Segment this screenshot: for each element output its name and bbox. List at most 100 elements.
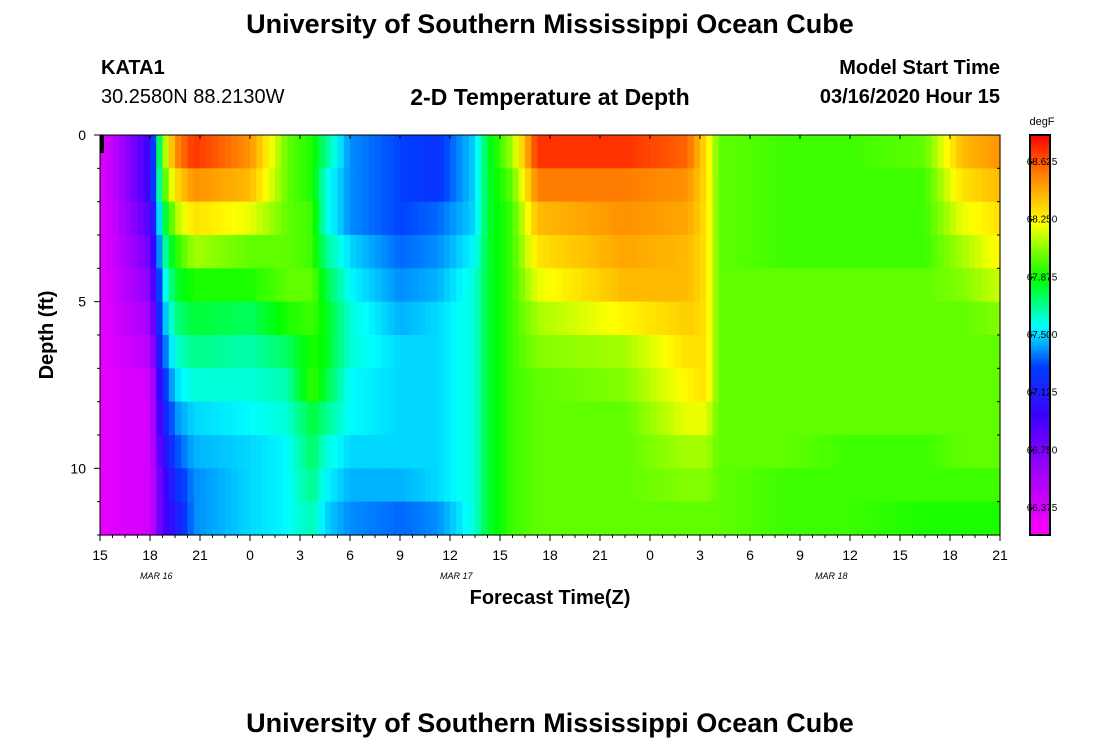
heatmap-cell xyxy=(562,168,570,203)
colorbar-segment xyxy=(1030,477,1050,480)
heatmap-cell xyxy=(993,435,1001,469)
heatmap-cell xyxy=(918,468,926,503)
colorbar-segment xyxy=(1030,303,1050,306)
x-tick-label: 9 xyxy=(796,547,804,563)
heatmap-cell xyxy=(193,201,201,236)
heatmap-cell xyxy=(775,468,782,503)
heatmap-cell xyxy=(993,401,1001,436)
heatmap-cell xyxy=(725,435,732,469)
colorbar-segment xyxy=(1030,413,1050,416)
heatmap-cell xyxy=(412,168,420,203)
heatmap-cell xyxy=(981,135,989,169)
heatmap-cell xyxy=(343,235,351,269)
heatmap-cell xyxy=(812,501,820,536)
heatmap-cell xyxy=(231,468,239,503)
heatmap-cell xyxy=(675,335,682,369)
heatmap-cell xyxy=(843,135,851,169)
heatmap-cell xyxy=(987,468,995,503)
heatmap-cell xyxy=(618,501,626,536)
heatmap-cell xyxy=(168,235,176,269)
heatmap-cell xyxy=(437,235,445,269)
heatmap-cell xyxy=(325,468,332,503)
heatmap-cell xyxy=(881,201,889,236)
heatmap-cell xyxy=(931,201,939,236)
heatmap-cell xyxy=(356,335,364,369)
heatmap-cell xyxy=(618,235,626,269)
heatmap-cell xyxy=(143,335,151,369)
heatmap-cell xyxy=(700,468,707,503)
heatmap-cell xyxy=(856,135,864,169)
heatmap-cell xyxy=(693,335,701,369)
heatmap-cell xyxy=(831,168,839,203)
heatmap-cell xyxy=(818,468,826,503)
heatmap-cell xyxy=(506,268,514,303)
heatmap-cell xyxy=(137,335,145,369)
colorbar-segment xyxy=(1030,525,1050,528)
heatmap-cell xyxy=(681,201,689,236)
colorbar-segment xyxy=(1030,163,1050,166)
heatmap-cell xyxy=(325,501,332,536)
heatmap-cell xyxy=(112,301,120,336)
heatmap-cell xyxy=(737,401,745,436)
heatmap-cell xyxy=(362,401,370,436)
heatmap-cell xyxy=(993,201,1001,236)
heatmap-cell xyxy=(606,468,614,503)
heatmap-cell xyxy=(437,501,445,536)
heatmap-cell xyxy=(143,468,151,503)
heatmap-cell xyxy=(250,135,257,169)
heatmap-cell xyxy=(956,501,964,536)
heatmap-cell xyxy=(537,468,545,503)
heatmap-cell xyxy=(456,301,464,336)
heatmap-cell xyxy=(768,501,776,536)
heatmap-cell xyxy=(131,301,139,336)
heatmap-cell xyxy=(518,135,526,169)
heatmap-cell xyxy=(368,401,376,436)
heatmap-cell xyxy=(756,335,764,369)
heatmap-cell xyxy=(625,268,632,303)
colorbar-segment xyxy=(1030,313,1050,316)
heatmap-cell xyxy=(725,468,732,503)
colorbar-segment xyxy=(1030,339,1050,342)
colorbar-segment xyxy=(1030,515,1050,518)
heatmap-cell xyxy=(793,401,801,436)
heatmap-cell xyxy=(356,135,364,169)
heatmap-cell xyxy=(131,268,139,303)
heatmap-cell xyxy=(350,335,357,369)
heatmap-cell xyxy=(300,335,307,369)
heatmap-cell xyxy=(787,168,795,203)
colorbar-segment xyxy=(1030,155,1050,158)
heatmap-cell xyxy=(125,168,132,203)
heatmap-cell xyxy=(143,301,151,336)
heatmap-cell xyxy=(300,435,307,469)
heatmap-cell xyxy=(881,135,889,169)
heatmap-cell xyxy=(875,368,882,403)
heatmap-cell xyxy=(343,368,351,403)
heatmap-cell xyxy=(800,335,807,369)
heatmap-cell xyxy=(706,135,714,169)
heatmap-cell xyxy=(375,268,382,303)
heatmap-cell xyxy=(843,435,851,469)
heatmap-cell xyxy=(225,401,232,436)
colorbar-segment xyxy=(1030,487,1050,490)
heatmap-cell xyxy=(368,501,376,536)
heatmap-cell xyxy=(500,468,507,503)
heatmap-cell xyxy=(500,501,507,536)
heatmap-cell xyxy=(437,301,445,336)
heatmap-cell xyxy=(587,135,595,169)
heatmap-cell xyxy=(175,401,182,436)
heatmap-cell xyxy=(831,135,839,169)
heatmap-cell xyxy=(618,435,626,469)
heatmap-cell xyxy=(693,201,701,236)
heatmap-cell xyxy=(518,401,526,436)
heatmap-cell xyxy=(625,468,632,503)
heatmap-cell xyxy=(231,235,239,269)
heatmap-cell xyxy=(937,168,945,203)
heatmap-cell xyxy=(375,435,382,469)
heatmap-cell xyxy=(725,401,732,436)
heatmap-cell xyxy=(268,201,276,236)
heatmap-cell xyxy=(631,168,639,203)
heatmap-cell xyxy=(150,368,157,403)
colorbar-segment xyxy=(1030,483,1050,486)
heatmap-cell xyxy=(212,168,220,203)
heatmap-cell xyxy=(731,268,739,303)
